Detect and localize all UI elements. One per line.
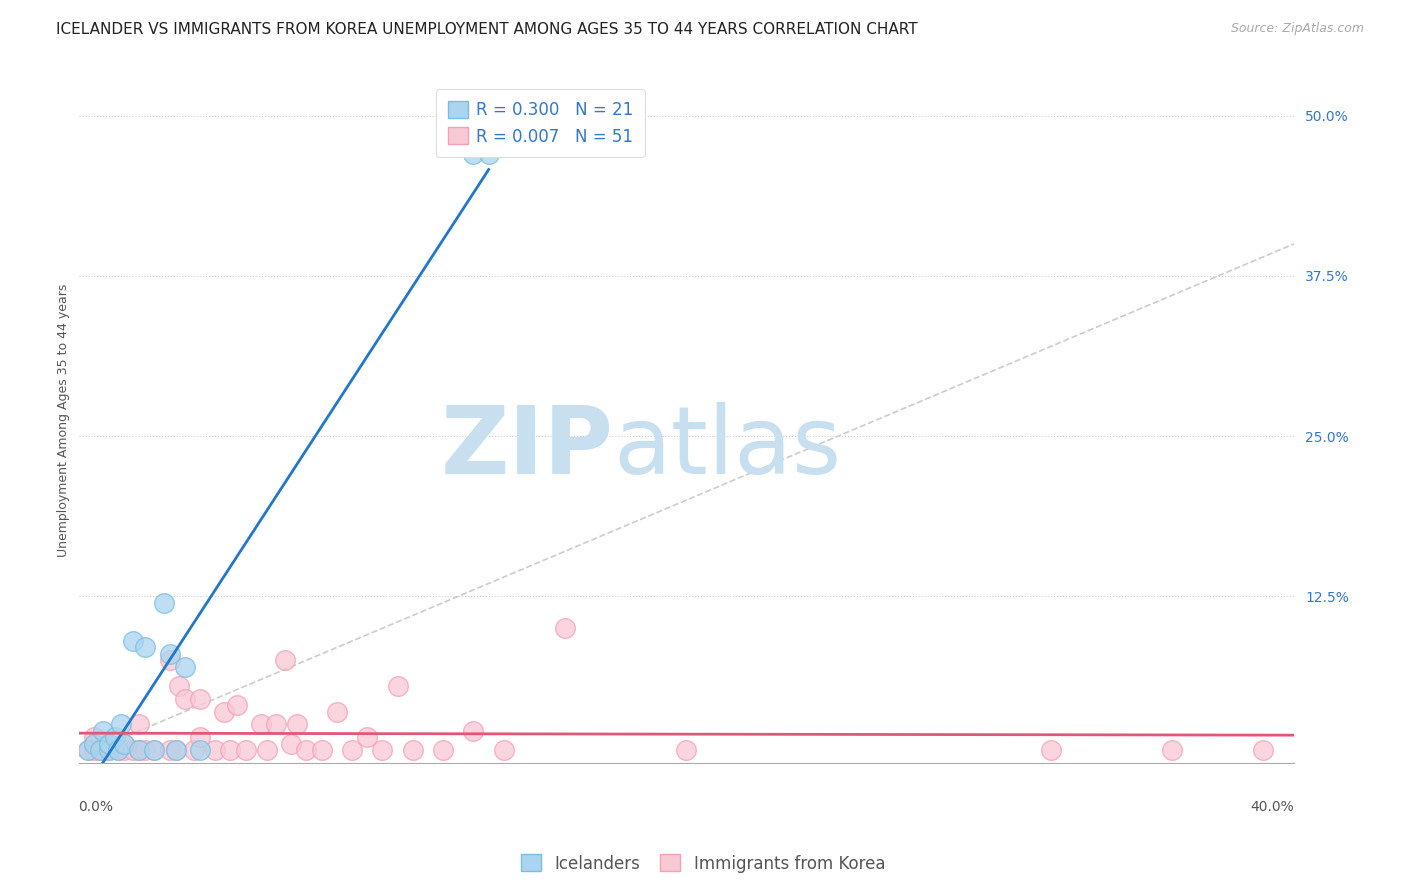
Point [83, 730, 105, 744]
Point [159, 653, 181, 667]
Point [188, 743, 211, 757]
Point [91, 743, 114, 757]
Point [112, 737, 135, 751]
Point [128, 717, 150, 731]
Text: 40.0%: 40.0% [1250, 800, 1294, 814]
Point [432, 743, 454, 757]
Point [463, 147, 485, 161]
Point [326, 705, 349, 719]
Point [97, 737, 120, 751]
Point [97, 743, 120, 757]
Y-axis label: Unemployment Among Ages 35 to 44 years: Unemployment Among Ages 35 to 44 years [58, 284, 70, 557]
Point [165, 743, 187, 757]
Point [387, 679, 409, 693]
Point [104, 730, 127, 744]
Point [76, 743, 98, 757]
Point [463, 723, 485, 738]
Point [107, 743, 129, 757]
Point [83, 743, 105, 757]
Point [280, 737, 302, 751]
Point [122, 634, 145, 648]
Point [173, 691, 195, 706]
Point [219, 743, 242, 757]
Text: ICELANDER VS IMMIGRANTS FROM KOREA UNEMPLOYMENT AMONG AGES 35 TO 44 YEARS CORREL: ICELANDER VS IMMIGRANTS FROM KOREA UNEMP… [56, 22, 918, 37]
Legend: R = 0.300   N = 21, R = 0.007   N = 51: R = 0.300 N = 21, R = 0.007 N = 51 [436, 89, 645, 157]
Point [356, 730, 378, 744]
Point [107, 743, 129, 757]
Point [249, 717, 271, 731]
Point [97, 743, 120, 757]
Point [225, 698, 247, 713]
Point [295, 743, 318, 757]
Point [167, 679, 190, 693]
Point [173, 659, 195, 673]
Point [492, 743, 515, 757]
Point [83, 737, 105, 751]
Point [1161, 743, 1184, 757]
Point [112, 737, 135, 751]
Point [188, 691, 211, 706]
Point [134, 743, 156, 757]
Point [675, 743, 697, 757]
Point [134, 640, 156, 655]
Text: atlas: atlas [613, 401, 842, 493]
Point [89, 743, 111, 757]
Point [311, 743, 333, 757]
Point [214, 705, 236, 719]
Point [143, 743, 166, 757]
Point [110, 717, 132, 731]
Point [159, 743, 181, 757]
Point [402, 743, 425, 757]
Point [91, 723, 114, 738]
Point [128, 743, 150, 757]
Point [188, 730, 211, 744]
Point [1039, 743, 1062, 757]
Point [143, 743, 166, 757]
Point [204, 743, 226, 757]
Point [478, 147, 501, 161]
Text: ZIP: ZIP [440, 401, 613, 493]
Point [97, 737, 120, 751]
Point [1253, 743, 1275, 757]
Text: Source: ZipAtlas.com: Source: ZipAtlas.com [1230, 22, 1364, 36]
Point [235, 743, 257, 757]
Point [183, 743, 205, 757]
Point [165, 743, 187, 757]
Text: 0.0%: 0.0% [79, 800, 114, 814]
Point [76, 743, 98, 757]
Point [112, 743, 135, 757]
Legend: Icelanders, Immigrants from Korea: Icelanders, Immigrants from Korea [515, 847, 891, 880]
Point [83, 737, 105, 751]
Point [285, 717, 308, 731]
Point [152, 596, 174, 610]
Point [264, 717, 287, 731]
Point [371, 743, 394, 757]
Point [554, 621, 576, 635]
Point [159, 647, 181, 661]
Point [89, 743, 111, 757]
Point [128, 743, 150, 757]
Point [256, 743, 278, 757]
Point [274, 653, 297, 667]
Point [122, 743, 145, 757]
Point [340, 743, 363, 757]
